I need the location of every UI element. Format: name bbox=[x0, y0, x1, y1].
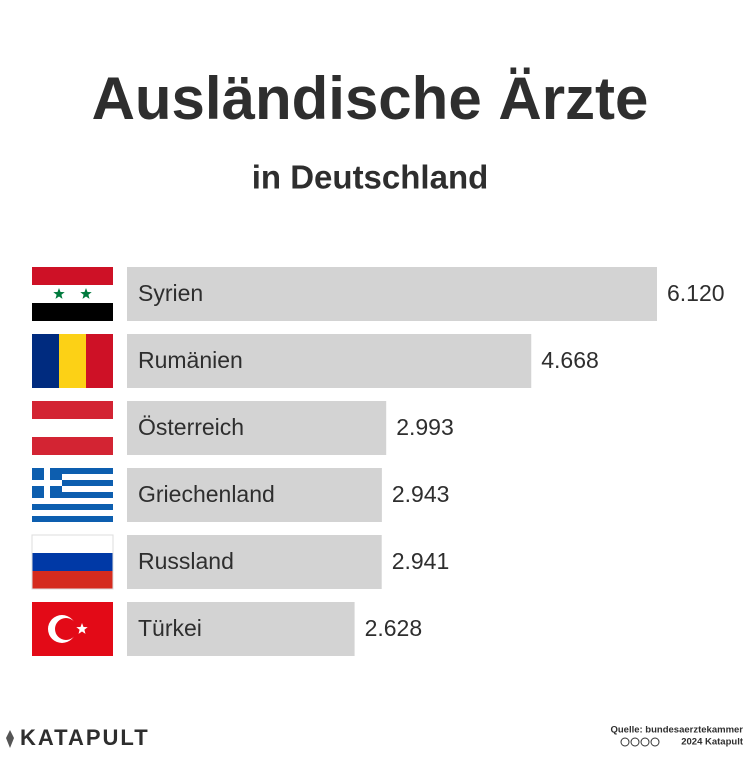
value-label: 4.668 bbox=[541, 347, 599, 373]
flag-stripe bbox=[32, 492, 113, 498]
chart-subtitle: in Deutschland bbox=[252, 159, 489, 196]
flag-star bbox=[80, 288, 92, 299]
flag bbox=[32, 602, 113, 656]
category-label: Russland bbox=[138, 548, 234, 574]
flag-stripe bbox=[32, 535, 113, 553]
flag bbox=[32, 468, 113, 522]
source: Quelle: bundesaerztekammer bbox=[610, 725, 743, 736]
flag-stripe bbox=[32, 401, 113, 419]
category-label: Syrien bbox=[138, 280, 203, 306]
flag bbox=[32, 401, 113, 455]
flag-stripe bbox=[32, 480, 113, 486]
flag-cross bbox=[44, 468, 50, 498]
category-label: Rumänien bbox=[138, 347, 243, 373]
flag-star bbox=[76, 623, 88, 634]
bar bbox=[127, 334, 532, 388]
flag-stripe bbox=[32, 474, 113, 480]
copyright: 2024 Katapult bbox=[681, 737, 744, 748]
flag-stripe bbox=[32, 334, 59, 388]
flag-crescent bbox=[55, 618, 77, 640]
value-label: 2.993 bbox=[396, 414, 454, 440]
license-icons bbox=[620, 737, 660, 747]
flag bbox=[31, 534, 114, 590]
flag-stripe bbox=[32, 571, 113, 589]
category-label: Türkei bbox=[138, 615, 202, 641]
logo-icon bbox=[6, 730, 14, 748]
bar bbox=[127, 468, 382, 522]
flag-stripe bbox=[32, 498, 113, 504]
flag-stripe bbox=[32, 303, 113, 321]
bar bbox=[127, 535, 382, 589]
flag bbox=[32, 334, 113, 388]
bar bbox=[127, 602, 355, 656]
bar bbox=[127, 401, 387, 455]
flag-stripe bbox=[32, 510, 113, 516]
flag bbox=[32, 267, 113, 321]
flag-border bbox=[31, 534, 114, 590]
chart-title: Ausländische Ärzte bbox=[92, 65, 649, 132]
category-label: Österreich bbox=[138, 414, 244, 440]
flag-stripe bbox=[32, 437, 113, 455]
value-label: 2.941 bbox=[392, 548, 450, 574]
flag-stripe bbox=[32, 504, 113, 510]
flag-stripe bbox=[32, 267, 113, 285]
value-label: 6.120 bbox=[667, 280, 725, 306]
flag-stripe bbox=[32, 516, 113, 522]
flag-stripe bbox=[32, 285, 113, 303]
flag-star bbox=[53, 288, 65, 299]
logo: KATAPULT bbox=[20, 725, 150, 750]
bar bbox=[127, 267, 657, 321]
flag-stripe bbox=[32, 419, 113, 437]
flag-stripe bbox=[32, 468, 113, 474]
flag-stripe bbox=[32, 486, 113, 492]
value-label: 2.943 bbox=[392, 481, 450, 507]
flag-stripe bbox=[59, 334, 86, 388]
category-label: Griechenland bbox=[138, 481, 275, 507]
value-label: 2.628 bbox=[365, 615, 423, 641]
flag-stripe bbox=[32, 553, 113, 571]
flag-stripe bbox=[86, 334, 113, 388]
